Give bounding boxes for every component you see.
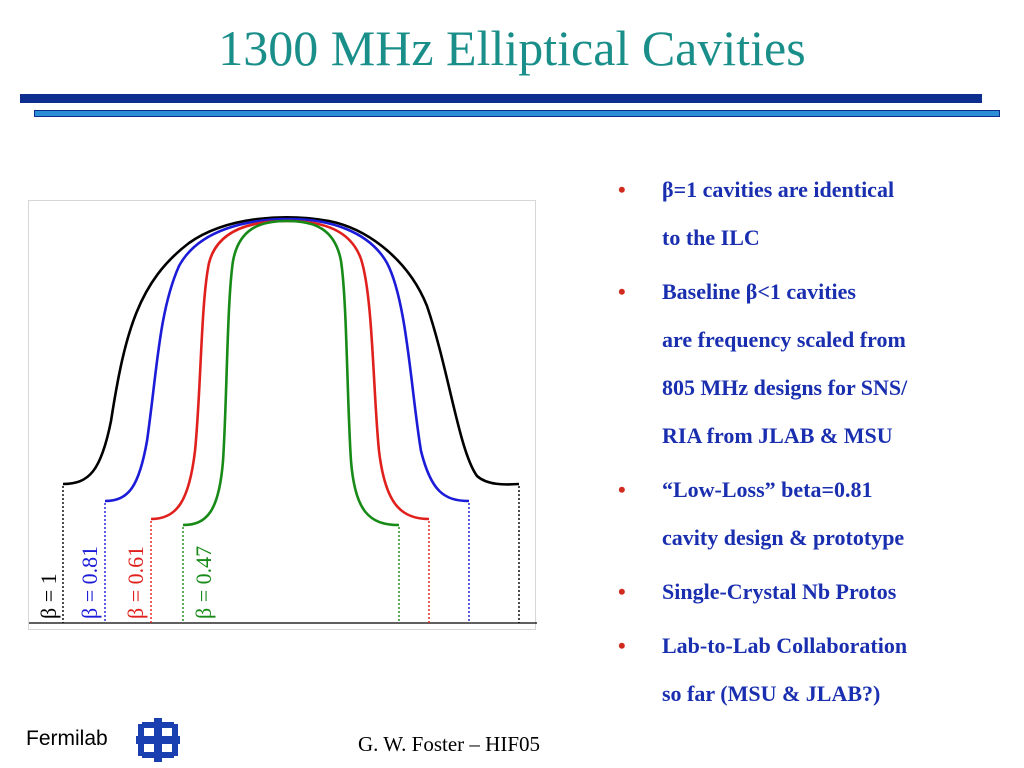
bullet-text: Baseline β<1 cavities are frequency scal… xyxy=(662,279,908,448)
cavity-profile-diagram: β = 1 β = 0.81 β = 0.61 β = 0.47 xyxy=(29,216,537,624)
bullet-item: • Single-Crystal Nb Protos xyxy=(618,568,1013,616)
label-beta-061: β = 0.61 xyxy=(123,546,148,619)
bullet-text: Single-Crystal Nb Protos xyxy=(662,579,897,604)
bullet-text: “Low-Loss” beta=0.81 cavity design & pro… xyxy=(662,477,905,550)
label-beta-1: β = 1 xyxy=(36,573,61,619)
profile-beta-1 xyxy=(62,216,520,486)
label-beta-047: β = 0.47 xyxy=(191,546,216,619)
profile-beta-047 xyxy=(182,219,400,527)
bullet-marker: • xyxy=(618,279,626,304)
bullet-marker: • xyxy=(618,579,626,604)
cavity-profile-figure: β = 1 β = 0.81 β = 0.61 β = 0.47 xyxy=(28,200,537,630)
bullet-item: • β=1 cavities are identical to the ILC xyxy=(618,166,1013,262)
bullet-item: • “Low-Loss” beta=0.81 cavity design & p… xyxy=(618,466,1013,562)
footer-credit: G. W. Foster – HIF05 xyxy=(358,732,541,756)
bullet-list: • β=1 cavities are identical to the ILC … xyxy=(618,166,1013,724)
title-rule-dark xyxy=(20,94,982,103)
bullet-text: Lab-to-Lab Collaboration so far (MSU & J… xyxy=(662,633,908,706)
bullet-marker: • xyxy=(618,177,626,202)
bullet-marker: • xyxy=(618,633,626,658)
bullet-item: • Lab-to-Lab Collaboration so far (MSU &… xyxy=(618,622,1013,718)
slide-title: 1300 MHz Elliptical Cavities xyxy=(218,20,806,76)
bullet-item: • Baseline β<1 cavities are frequency sc… xyxy=(618,268,1013,460)
fermilab-logo-text: Fermilab xyxy=(26,727,108,750)
fermilab-logo-icon xyxy=(136,718,180,762)
label-beta-081: β = 0.81 xyxy=(77,546,102,619)
title-rule-light xyxy=(34,110,1000,117)
bullet-marker: • xyxy=(618,477,626,502)
bullet-text: β=1 cavities are identical to the ILC xyxy=(662,177,895,250)
profile-beta-081 xyxy=(104,217,470,503)
